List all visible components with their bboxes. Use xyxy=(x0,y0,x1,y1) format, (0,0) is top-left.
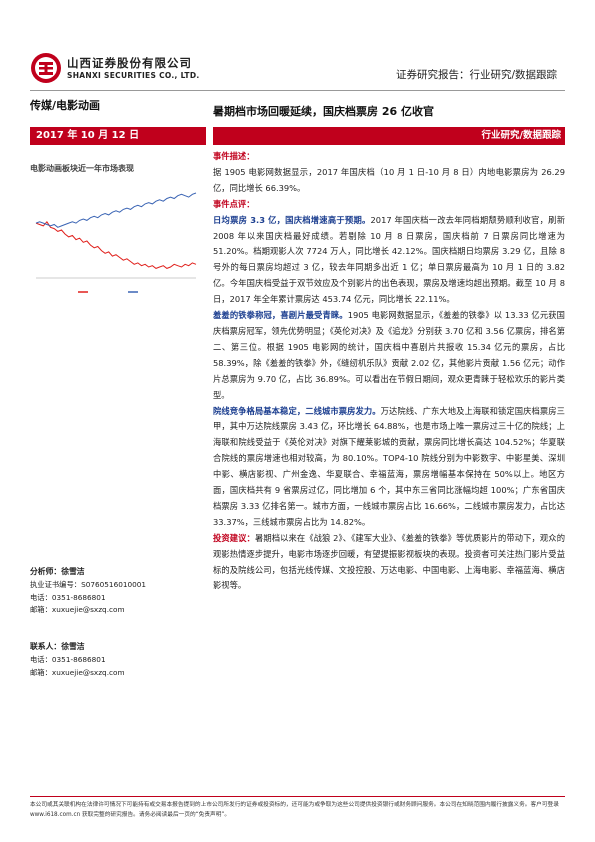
disclaimer-footer: 本公司或其关联机构在法律许可情况下可能持有或交易本报告提到的上市公司所发行的证券… xyxy=(30,800,565,820)
page-header: 山西证券股份有限公司 SHANXI SECURITIES CO., LTD. 证… xyxy=(0,0,595,100)
paragraph-1-lead: 日均票房 3.3 亿，国庆档增速高于预期。 xyxy=(213,214,371,225)
report-title: 暑期档市场回暖延续，国庆档票房 26 亿收官 xyxy=(213,105,434,118)
paragraph-1: 日均票房 3.3 亿，国庆档增速高于预期。2017 年国庆档一改去年同档期颓势顺… xyxy=(213,213,565,308)
contact-info: 联系人：徐雪洁 电话：0351-8686801 邮箱：xuxuejie@sxzq… xyxy=(30,641,206,679)
report-type: 证券研究报告：行业研究/数据跟踪 xyxy=(395,69,557,81)
analyst-name-line: 分析师：徐雪洁 xyxy=(30,566,206,579)
analyst-name: 徐雪洁 xyxy=(61,567,85,576)
analyst-cert: 执业证书编号：S0760516010001 xyxy=(30,579,147,589)
analyst-info: 分析师：徐雪洁 执业证书编号：S0760516010001 电话：0351-86… xyxy=(30,566,206,617)
paragraph-3-text: 万达院线、广东大地及上海联和锁定国庆档票房三甲，其中万达院线票房 3.43 亿，… xyxy=(213,405,565,527)
chart-title: 电影动画板块近一年市场表现 xyxy=(30,164,134,173)
sector-label: 传媒/电影动画 xyxy=(30,99,101,112)
paragraph-3-lead: 院线竞争格局基本稳定，二线城市票房发力。 xyxy=(213,405,381,416)
analyst-email[interactable]: 邮箱：xuxuejie@sxzq.com xyxy=(30,605,125,615)
section-heading-comment: 事件点评： xyxy=(213,198,255,209)
left-column: 传媒/电影动画 2017 年 10 月 12 日 电影动画板块近一年市场表现 xyxy=(30,97,206,308)
paragraph-2-lead: 羞羞的铁拳称冠，喜剧片最受青睐。 xyxy=(213,310,348,321)
section-heading-event: 事件描述： xyxy=(213,151,255,161)
paragraph-2: 羞羞的铁拳称冠，喜剧片最受青睐。1905 电影网数据显示，《羞羞的铁拳》以 13… xyxy=(213,308,565,403)
paragraph-1-text: 2017 年国庆档一改去年同档期颓势顺利收官，刷新 2008 年以来国庆档最好成… xyxy=(213,214,565,305)
disclaimer-line-1: 本公司或其关联机构在法律许可情况下可能持有或交易本报告提到的上市公司所发行的证券… xyxy=(30,802,559,818)
company-name-en: SHANXI SECURITIES CO., LTD. xyxy=(67,71,200,80)
market-performance-chart xyxy=(35,192,197,293)
investment-advice-text: 暑期档以来在《战狼 2》、《建军大业》、《羞羞的铁拳》等优质影片的带动下，观众的… xyxy=(213,532,565,591)
contact-email[interactable]: 邮箱：xuxuejie@sxzq.com xyxy=(30,667,125,677)
chart-series-line-1 xyxy=(35,192,197,228)
company-logo-icon xyxy=(31,53,61,83)
paragraph-4: 投资建议：暑期档以来在《战狼 2》、《建军大业》、《羞羞的铁拳》等优质影片的带动… xyxy=(213,531,565,595)
chart-series-line-0 xyxy=(35,220,197,269)
report-date: 2017 年 10 月 12 日 xyxy=(30,127,206,145)
header-divider xyxy=(30,90,565,91)
company-name-cn: 山西证券股份有限公司 xyxy=(67,56,192,70)
paragraph-3: 院线竞争格局基本稳定，二线城市票房发力。万达院线、广东大地及上海联和锁定国庆档票… xyxy=(213,404,565,531)
footer-divider xyxy=(30,796,565,797)
report-category: 行业研究/数据跟踪 xyxy=(213,127,565,145)
contact-name-line: 联系人：徐雪洁 xyxy=(30,641,206,654)
contact-label: 联系人： xyxy=(30,642,62,651)
analyst-label: 分析师： xyxy=(30,567,62,576)
event-description: 据 1905 电影网数据显示，2017 年国庆档（10 月 1 日-10 月 8… xyxy=(213,166,565,193)
contact-phone: 电话：0351-8686801 xyxy=(30,654,106,664)
contact-name: 徐雪洁 xyxy=(61,642,85,651)
report-body: 事件描述： 据 1905 电影网数据显示，2017 年国庆档（10 月 1 日-… xyxy=(213,149,565,594)
analyst-phone: 电话：0351-8686801 xyxy=(30,592,106,602)
investment-advice-lead: 投资建议： xyxy=(213,532,255,543)
paragraph-2-text: 1905 电影网数据显示，《羞羞的铁拳》以 13.33 亿元获国庆档票房冠军，领… xyxy=(213,310,565,400)
